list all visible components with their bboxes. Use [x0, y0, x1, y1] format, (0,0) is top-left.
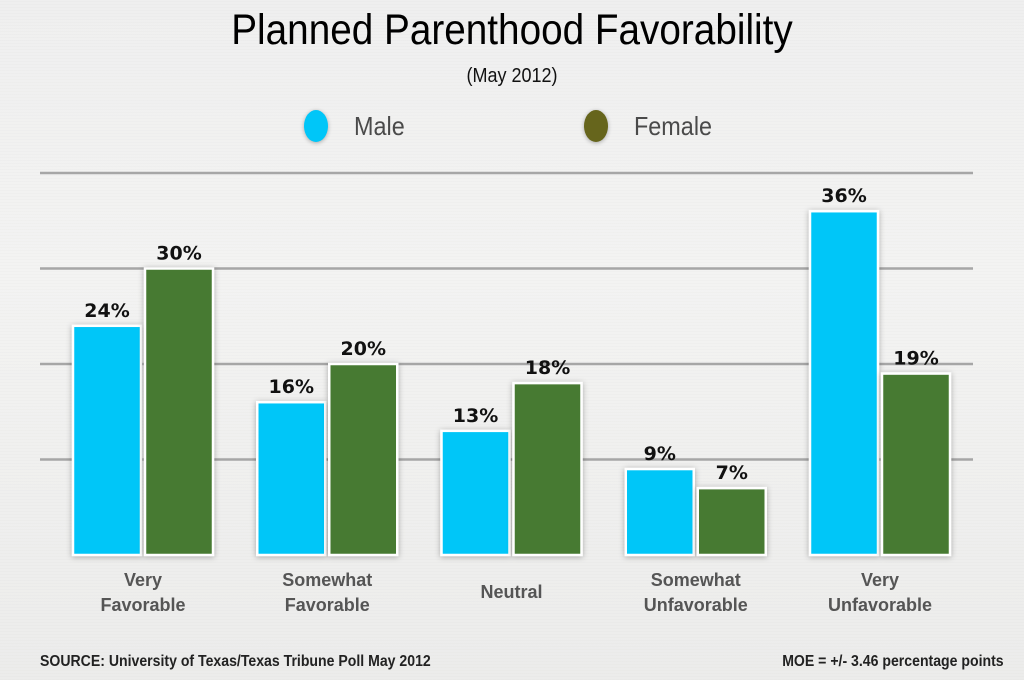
category-label-1: Favorable	[285, 595, 370, 615]
source-note: SOURCE: University of Texas/Texas Tribun…	[40, 653, 431, 670]
value-label-female-0: 30%	[156, 243, 201, 265]
bar-female-2	[512, 381, 583, 557]
legend-swatch-male	[304, 110, 328, 142]
value-label-male-1: 16%	[269, 376, 314, 398]
bar-male-4	[808, 209, 880, 557]
bars	[71, 209, 952, 557]
value-labels: 24% 30% 16% 20% 13% 18% 9% 7% 36% 19%	[84, 185, 938, 484]
category-label-4: Very	[861, 570, 899, 590]
category-label-3: Somewhat	[651, 570, 741, 590]
value-label-female-1: 20%	[341, 338, 386, 360]
category-label-3: Unfavorable	[644, 595, 748, 615]
value-label-female-4: 19%	[893, 348, 938, 370]
legend-item-female: Female	[584, 110, 721, 142]
bar-female-4	[880, 372, 952, 557]
moe-note: MOE = +/- 3.46 percentage points	[782, 653, 1004, 670]
value-label-male-4: 36%	[821, 185, 866, 207]
value-label-female-2: 18%	[525, 357, 570, 379]
category-label-2: Neutral	[480, 582, 542, 602]
legend-item-male: Male	[304, 110, 410, 142]
value-label-male-2: 13%	[453, 405, 498, 427]
category-label-0: Favorable	[100, 595, 185, 615]
legend-label-male: Male	[354, 110, 405, 141]
bar-male-0	[71, 324, 143, 557]
category-labels: Very Favorable Somewhat Favorable Neutral Som…	[100, 570, 932, 615]
bar-male-1	[256, 400, 327, 557]
legend-swatch-female	[584, 110, 608, 142]
bar-female-1	[328, 362, 399, 557]
legend-label-female: Female	[634, 110, 713, 141]
category-label-1: Somewhat	[282, 570, 372, 590]
category-label-4: Unfavorable	[828, 595, 932, 615]
chart-subtitle: (May 2012)	[466, 65, 558, 87]
value-label-male-0: 24%	[84, 300, 129, 322]
category-label-0: Very	[124, 570, 162, 590]
legend: Male Female	[0, 110, 1024, 150]
chart-title: Planned Parenthood Favorability	[231, 6, 793, 54]
value-label-female-3: 7%	[716, 462, 748, 484]
bar-female-3	[696, 486, 767, 557]
bar-female-0	[143, 267, 215, 557]
bar-male-2	[440, 429, 511, 557]
bar-male-3	[624, 467, 695, 557]
value-label-male-3: 9%	[644, 443, 676, 465]
